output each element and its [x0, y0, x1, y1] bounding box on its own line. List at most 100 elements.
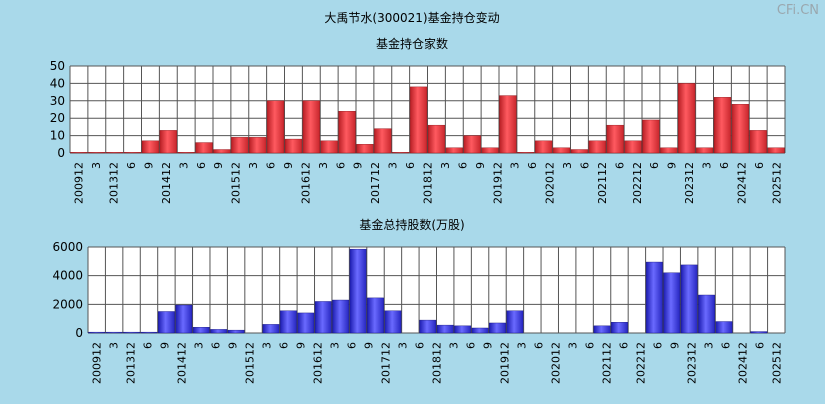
chart2-xtick-label: 6: [754, 342, 767, 349]
chart1-bar: [338, 111, 356, 154]
chart2-xtick-label: 9: [482, 342, 495, 349]
chart1-bar: [409, 86, 428, 154]
chart1-bar: [499, 95, 517, 154]
chart1-xtick-label: 6: [334, 162, 347, 169]
chart1-bar: [356, 144, 374, 154]
chart2-bar: [645, 261, 663, 334]
chart2-bar: [157, 311, 175, 334]
chart1-xtick-label: 3: [387, 162, 400, 169]
chart1-xtick-label: 201312: [108, 162, 121, 204]
chart2-xtick-label: 6: [720, 342, 733, 349]
chart2-bar: [88, 331, 106, 334]
chart2-bar: [506, 310, 524, 334]
chart1-bar: [88, 152, 106, 154]
chart2-bar: [436, 324, 454, 334]
chart1-xtick-label: 3: [509, 162, 522, 169]
chart1-xtick-label: 9: [282, 162, 295, 169]
chart2-xtick-label: 202312: [686, 342, 699, 384]
chart1-bar: [535, 140, 553, 154]
chart2-bar: [297, 312, 315, 334]
chart2-xtick-label: 202112: [601, 342, 614, 384]
chart2-xtick-label: 6: [533, 342, 546, 349]
chart1-bar: [123, 152, 142, 154]
chart1-xtick-label: 6: [195, 162, 208, 169]
chart2-xtick-label: 3: [516, 342, 529, 349]
chart1-ytick-label: 20: [50, 111, 65, 125]
chart1-xtick-label: 201812: [422, 162, 435, 204]
chart2-bar: [698, 294, 715, 334]
chart2-bar: [750, 331, 768, 334]
chart2-xtick-label: 6: [346, 342, 359, 349]
chart1-bar: [213, 149, 231, 154]
chart1-bar: [642, 119, 660, 154]
chart1-title: 基金持仓家数: [376, 36, 448, 51]
chart1-xtick-label: 6: [613, 162, 626, 169]
chart1-xtick-label: 9: [212, 162, 225, 169]
chart1-xtick-label: 3: [247, 162, 260, 169]
chart2-bar: [123, 331, 140, 334]
watermark: CFi.CN: [776, 3, 819, 18]
chart2-ytick-label: 4000: [52, 269, 83, 283]
chart2-bar: [175, 304, 193, 334]
chart1-xtick-label: 200912: [73, 162, 86, 204]
chart1-xtick-label: 6: [526, 162, 539, 169]
chart1-ytick-label: 0: [57, 146, 65, 160]
chart1-xtick-label: 201712: [369, 162, 382, 204]
chart1-bar: [570, 149, 589, 154]
chart2-bar: [680, 264, 698, 334]
chart2-xtick-label: 201912: [499, 342, 512, 384]
chart2-xtick-label: 9: [295, 342, 308, 349]
chart2-xtick-label: 3: [193, 342, 206, 349]
chart2-xtick-label: 201812: [431, 342, 444, 384]
chart2-bar: [227, 329, 245, 334]
chart1-xtick-label: 9: [474, 162, 487, 169]
chart2-xtick-label: 3: [703, 342, 716, 349]
chart1-xtick-label: 9: [352, 162, 365, 169]
chart2-bar: [471, 327, 489, 334]
chart1-xtick-label: 6: [265, 162, 278, 169]
chart1-xtick-label: 6: [578, 162, 591, 169]
chart2-xtick-label: 202212: [635, 342, 648, 384]
chart2-xtick-label: 201712: [380, 342, 393, 384]
chart2-bar: [489, 322, 506, 334]
chart1-bar: [588, 140, 606, 154]
chart2-xtick-label: 9: [227, 342, 240, 349]
chart2-bar: [419, 319, 437, 334]
chart1-bar: [70, 152, 88, 154]
chart1-xtick-label: 201512: [230, 162, 243, 204]
chart2-xtick-label: 6: [652, 342, 665, 349]
chart2-xtick-label: 3: [448, 342, 461, 349]
chart2-xtick-label: 201412: [176, 342, 189, 384]
chart1-bar: [445, 147, 463, 154]
chart1-xtick-label: 6: [718, 162, 731, 169]
chart2-xtick-label: 201512: [244, 342, 257, 384]
chart1-bar: [231, 137, 249, 154]
chart2-title: 基金总持股数(万股): [359, 217, 464, 232]
chart1-bar: [678, 83, 696, 154]
chart2-xtick-label: 3: [397, 342, 410, 349]
chart1-xtick-label: 6: [753, 162, 766, 169]
chart1-xtick-label: 201912: [491, 162, 504, 204]
chart2-xtick-label: 3: [261, 342, 274, 349]
chart2-xtick-label: 201612: [312, 342, 325, 384]
chart2-bar: [262, 324, 280, 334]
chart2-xtick-label: 202012: [550, 342, 563, 384]
chart1-bar: [660, 147, 678, 154]
chart1-xtick-label: 6: [404, 162, 417, 169]
chart1-xtick-label: 6: [456, 162, 469, 169]
chart1-bar: [624, 140, 642, 154]
chart1-xtick-label: 6: [125, 162, 138, 169]
chart2-xtick-label: 6: [278, 342, 291, 349]
chart2-bar: [210, 329, 228, 334]
chart2-bar: [367, 297, 384, 334]
chart2-xtick-label: 6: [414, 342, 427, 349]
chart1-bar: [713, 97, 732, 154]
chart1-xtick-label: 3: [439, 162, 452, 169]
chart2-bar: [105, 331, 123, 334]
chart2-bar: [384, 310, 402, 334]
chart1-bar: [374, 128, 392, 154]
chart1-bar: [731, 104, 749, 154]
